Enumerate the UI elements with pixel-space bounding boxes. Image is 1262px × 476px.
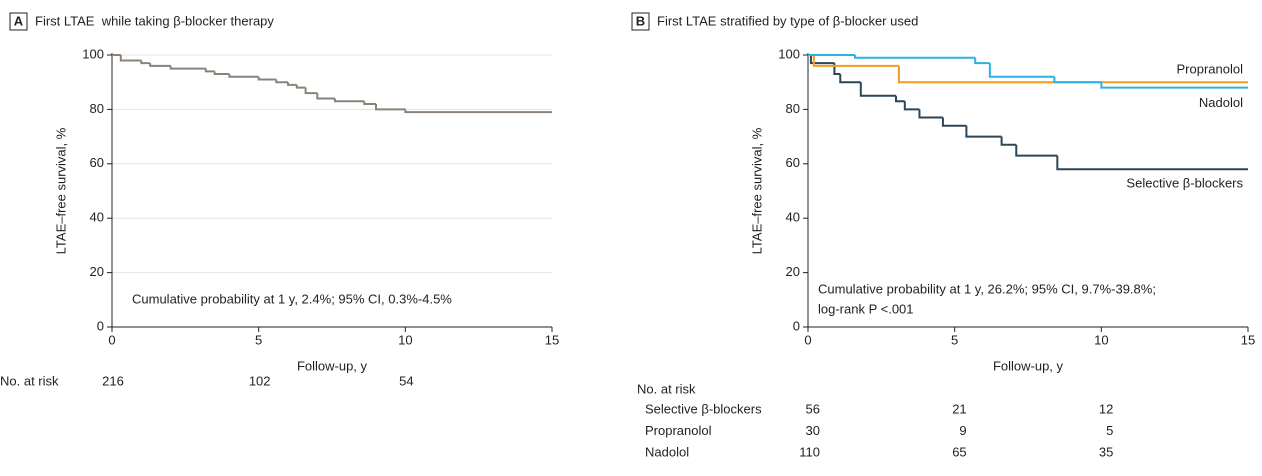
survival-step (839, 74, 861, 84)
survival-step (228, 74, 259, 78)
survival-step (1000, 136, 1017, 146)
series-label: Nadolol (1199, 95, 1243, 110)
survival-step (363, 101, 376, 105)
survival-step (257, 76, 277, 81)
survival-step (812, 55, 899, 67)
at-risk-count: 12 (1099, 401, 1113, 416)
survival-step (316, 93, 335, 100)
survival-step (213, 71, 230, 76)
survival-step (204, 68, 215, 73)
survival-step (988, 63, 1055, 78)
x-tick-label: 15 (545, 332, 559, 347)
chart-title: First LTAE while taking β-blocker therap… (35, 13, 274, 28)
at-risk-count: 21 (952, 401, 966, 416)
y-tick-label: 40 (90, 210, 104, 225)
survival-step (895, 95, 905, 103)
survival-step (974, 57, 990, 65)
y-tick-label: 20 (786, 264, 800, 279)
at-risk-count: 35 (1099, 444, 1113, 459)
survival-step (853, 55, 976, 59)
panel-letter-box (631, 12, 650, 31)
y-tick-label: 20 (90, 264, 104, 279)
x-tick-label: 0 (108, 332, 115, 347)
at-risk-label: No. at risk (637, 381, 696, 396)
panel-letter: A (14, 13, 24, 28)
at-risk-count: 216 (102, 373, 124, 388)
y-tick-label: 0 (97, 318, 104, 333)
chart-title: First LTAE stratified by type of β-block… (657, 13, 918, 28)
at-risk-count: 30 (806, 423, 820, 438)
annotation: Cumulative probability at 1 y, 2.4%; 95%… (132, 291, 452, 306)
survival-step (169, 65, 206, 70)
x-tick-label: 15 (1241, 332, 1255, 347)
survival-step (1053, 76, 1102, 84)
survival-step (287, 82, 297, 86)
survival-step (119, 55, 142, 62)
survival-step (918, 109, 943, 119)
y-tick-label: 80 (90, 101, 104, 116)
at-risk-count: 65 (952, 444, 966, 459)
survival-step (375, 103, 406, 111)
survival-step (941, 117, 967, 127)
y-tick-label: 100 (778, 46, 800, 61)
y-tick-label: 80 (786, 101, 800, 116)
x-tick-label: 10 (398, 332, 412, 347)
at-risk-count: 54 (399, 373, 413, 388)
y-tick-label: 60 (786, 155, 800, 170)
survival-step (965, 125, 1002, 138)
y-tick-label: 60 (90, 155, 104, 170)
survival-step (1015, 144, 1058, 157)
y-tick-label: 100 (82, 46, 104, 61)
at-risk-row-name: Propranolol (645, 423, 712, 438)
survival-step (897, 65, 1248, 84)
survival-step (809, 55, 835, 65)
survival-step (149, 63, 171, 67)
survival-step (1056, 155, 1248, 171)
annotation: Cumulative probability at 1 y, 26.2%; 95… (818, 281, 1156, 296)
at-risk-count: 56 (806, 401, 820, 416)
x-tick-label: 10 (1094, 332, 1108, 347)
y-tick-label: 40 (786, 210, 800, 225)
at-risk-count: 9 (959, 423, 966, 438)
at-risk-row-name: Selective β-blockers (645, 401, 762, 416)
y-tick-label: 0 (793, 318, 800, 333)
survival-step (903, 101, 920, 111)
x-tick-label: 5 (255, 332, 262, 347)
x-axis-label: Follow-up, y (993, 358, 1064, 373)
panel-letter: B (636, 13, 645, 28)
annotation: log-rank P <.001 (818, 301, 914, 316)
at-risk-count: 102 (249, 373, 271, 388)
survival-step (275, 79, 288, 84)
panel-letter-box (9, 12, 28, 31)
survival-step (859, 82, 896, 97)
at-risk-count: 110 (799, 444, 820, 459)
y-axis-label: LTAE–free survival, % (53, 127, 68, 254)
x-tick-label: 5 (951, 332, 958, 347)
at-risk-row-name: Nadolol (645, 444, 689, 459)
survival-step (140, 60, 151, 65)
x-axis-label: Follow-up, y (297, 358, 368, 373)
at-risk-count: 5 (1106, 423, 1113, 438)
y-axis-label: LTAE–free survival, % (749, 127, 764, 254)
survival-step (333, 98, 365, 103)
x-tick-label: 0 (804, 332, 811, 347)
survival-step (404, 109, 552, 114)
series-label: Selective β-blockers (1126, 176, 1243, 191)
at-risk-label: No. at risk (0, 373, 59, 388)
survival-step (295, 84, 306, 89)
survival-step (1100, 82, 1248, 89)
survival-step (304, 87, 318, 95)
survival-step (833, 63, 841, 76)
series-label: Propranolol (1177, 62, 1244, 77)
